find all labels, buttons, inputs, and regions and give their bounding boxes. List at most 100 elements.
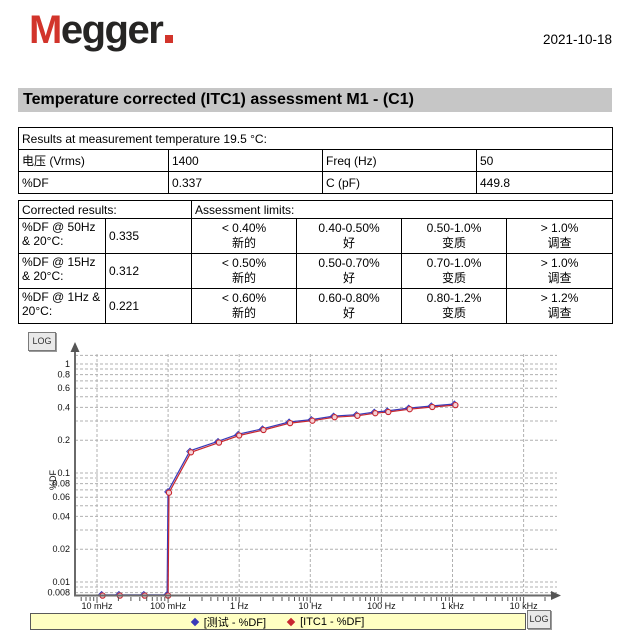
report-date: 2021-10-18 <box>542 32 612 47</box>
results-table-title: Results at measurement temperature 19.5 … <box>17 127 614 150</box>
limit-grade: 新的 <box>232 306 257 320</box>
svg-text:0.01: 0.01 <box>52 577 70 587</box>
limit-range: 0.70-1.0% <box>426 256 482 270</box>
svg-text:%DF: %DF <box>48 469 58 490</box>
logo-letter-m: M <box>29 8 62 52</box>
logo-text: egger <box>60 8 164 52</box>
table-row: %DF @ 15Hz & 20°C: 0.312 < 0.50% 新的 0.50-… <box>18 253 614 289</box>
corrected-results-header: Corrected results: <box>17 200 193 219</box>
svg-text:1 Hz: 1 Hz <box>230 601 249 611</box>
corrected-row-label: %DF @ 1Hz & 20°C: <box>18 288 106 324</box>
svg-text:100 mHz: 100 mHz <box>150 601 187 611</box>
limit-range: 0.80-1.2% <box>426 291 482 305</box>
svg-text:0.02: 0.02 <box>52 544 70 554</box>
df-frequency-chart: LOG 1 0.8 0.6 0.4 0.2 0.1 0.08 0.06 0.04 0.02 0.01… <box>0 330 630 640</box>
blue-diamond-icon <box>190 617 199 626</box>
svg-text:0.6: 0.6 <box>57 383 70 393</box>
corrected-table-header-row: Corrected results: Assessment limits: <box>17 200 614 219</box>
results-table: Results at measurement temperature 19.5 … <box>17 127 614 194</box>
limit-range: > 1.2% <box>540 291 579 305</box>
y-axis-log-button[interactable]: LOG <box>28 332 56 351</box>
limit-cell: 0.60-0.80% 好 <box>296 288 403 324</box>
limit-range: > 1.0% <box>540 256 579 270</box>
corrected-row-value: 0.335 <box>104 218 193 254</box>
corrected-row-value: 0.221 <box>104 288 193 324</box>
limit-grade: 好 <box>343 306 356 320</box>
svg-text:0.008: 0.008 <box>47 588 70 598</box>
limit-range: 0.60-0.80% <box>318 291 380 305</box>
limit-cell: 0.80-1.2% 变质 <box>401 288 508 324</box>
limit-cell: > 1.0% 调查 <box>506 218 614 254</box>
limit-grade: 好 <box>343 271 356 285</box>
param-value: 1400 <box>168 149 323 172</box>
limit-grade: 新的 <box>232 271 257 285</box>
limit-cell: < 0.50% 新的 <box>191 253 298 289</box>
corrected-row-value: 0.312 <box>104 253 193 289</box>
legend-item-test: [测试 - %DF] <box>190 614 267 630</box>
limit-cell: < 0.60% 新的 <box>191 288 298 324</box>
legend-label: [ITC1 - %DF] <box>300 615 365 628</box>
limit-cell: 0.50-1.0% 变质 <box>401 218 508 254</box>
svg-text:0.2: 0.2 <box>57 435 70 445</box>
limit-cell: < 0.40% 新的 <box>191 218 298 254</box>
assessment-limits-header: Assessment limits: <box>191 200 614 219</box>
param-label: C (pF) <box>322 171 477 194</box>
param-label: 电压 (Vrms) <box>18 149 169 172</box>
svg-text:1 kHz: 1 kHz <box>441 601 465 611</box>
legend-label: [测试 - %DF] <box>203 616 267 629</box>
limit-cell: 0.40-0.50% 好 <box>296 218 403 254</box>
svg-text:10 kHz: 10 kHz <box>510 601 539 611</box>
corrected-results-table: Corrected results: Assessment limits: %D… <box>17 200 614 324</box>
limit-range: > 1.0% <box>540 221 579 235</box>
svg-text:10 Hz: 10 Hz <box>299 601 323 611</box>
svg-text:1: 1 <box>65 359 70 369</box>
table-row: %DF @ 1Hz & 20°C: 0.221 < 0.60% 新的 0.60-0… <box>18 288 614 324</box>
red-diamond-icon <box>286 617 296 626</box>
limit-grade: 变质 <box>442 306 467 320</box>
param-value: 449.8 <box>475 171 614 194</box>
limit-range: < 0.40% <box>221 221 267 235</box>
svg-text:0.8: 0.8 <box>57 370 70 380</box>
param-value: 0.337 <box>168 171 323 194</box>
page-title: Temperature corrected (ITC1) assessment … <box>18 88 612 112</box>
svg-text:0.1: 0.1 <box>57 468 70 478</box>
param-label: %DF <box>18 171 169 194</box>
svg-text:0.06: 0.06 <box>52 492 70 502</box>
svg-text:0.04: 0.04 <box>52 511 70 521</box>
limit-grade: 好 <box>343 236 356 250</box>
limit-grade: 调查 <box>547 236 572 250</box>
limit-grade: 调查 <box>547 306 572 320</box>
legend-item-itc1: [ITC1 - %DF] <box>286 615 365 628</box>
svg-text:0.4: 0.4 <box>57 402 70 412</box>
corrected-row-label: %DF @ 50Hz & 20°C: <box>18 218 106 254</box>
x-axis-log-button[interactable]: LOG <box>527 610 551 629</box>
svg-text:10 mHz: 10 mHz <box>81 601 113 611</box>
param-label: Freq (Hz) <box>322 149 477 172</box>
limit-range: 0.50-1.0% <box>426 221 482 235</box>
table-row: 电压 (Vrms) 1400 Freq (Hz) 50 <box>18 149 614 172</box>
limit-grade: 变质 <box>442 236 467 250</box>
limit-cell: > 1.0% 调查 <box>506 253 614 289</box>
table-row: %DF 0.337 C (pF) 449.8 <box>18 171 614 194</box>
results-table-header-row: Results at measurement temperature 19.5 … <box>17 127 614 150</box>
table-row: %DF @ 50Hz & 20°C: 0.335 < 0.40% 新的 0.40-… <box>18 218 614 254</box>
limit-cell: 0.50-0.70% 好 <box>296 253 403 289</box>
corrected-row-label: %DF @ 15Hz & 20°C: <box>18 253 106 289</box>
limit-range: < 0.50% <box>221 256 267 270</box>
limit-range: < 0.60% <box>221 291 267 305</box>
svg-text:0.08: 0.08 <box>52 479 70 489</box>
limit-cell: > 1.2% 调查 <box>506 288 614 324</box>
svg-text:100 Hz: 100 Hz <box>367 601 396 611</box>
limit-grade: 变质 <box>442 271 467 285</box>
limit-range: 0.50-0.70% <box>318 256 380 270</box>
param-value: 50 <box>475 149 614 172</box>
logo-dot <box>165 35 174 43</box>
limit-grade: 调查 <box>547 271 572 285</box>
limit-cell: 0.70-1.0% 变质 <box>401 253 508 289</box>
chart-legend: [测试 - %DF] [ITC1 - %DF] <box>30 613 526 630</box>
chart-plot-area: 10.8 0.6 0.4 0.2 0.10.08 0.06 0.04 0.02 0.010.00… <box>47 342 561 611</box>
megger-logo: Megger <box>29 8 174 52</box>
limit-grade: 新的 <box>232 236 257 250</box>
limit-range: 0.40-0.50% <box>318 221 380 235</box>
